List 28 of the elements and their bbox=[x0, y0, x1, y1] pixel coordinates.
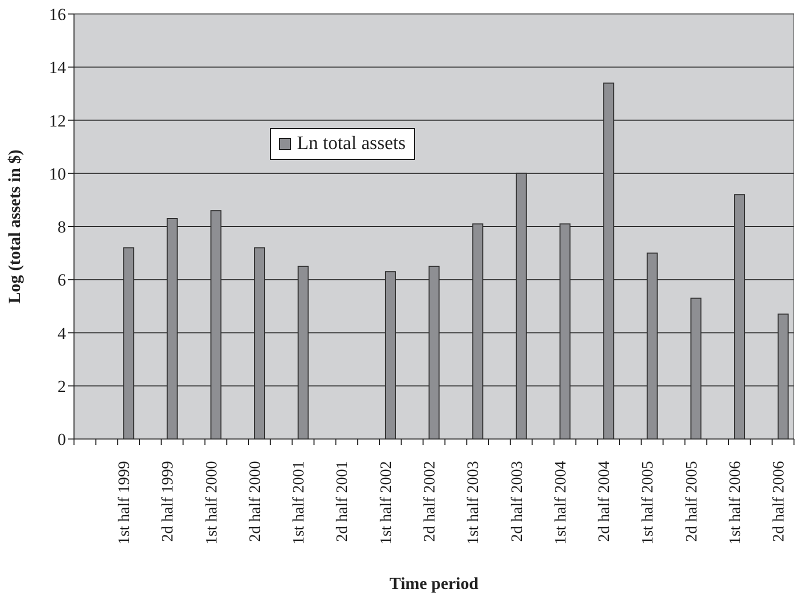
y-tick-label: 10 bbox=[49, 164, 66, 184]
x-tick-label: 1st half 2005 bbox=[640, 461, 657, 545]
y-tick-label: 8 bbox=[58, 218, 66, 237]
x-tick-label: 2d half 2000 bbox=[246, 461, 264, 542]
x-tick-label: 2d half 2002 bbox=[422, 461, 438, 542]
y-axis-title: Log (total assets in $) bbox=[5, 150, 24, 304]
x-tick-label: 2d half 2004 bbox=[596, 461, 614, 542]
x-tick-label: 1st half 2006 bbox=[726, 461, 744, 545]
y-tick-label: 14 bbox=[49, 58, 66, 78]
x-tick-label: 2d half 1999 bbox=[160, 461, 177, 542]
x-tick-label: 1st half 2002 bbox=[378, 461, 395, 545]
x-tick-label: 2d half 2006 bbox=[770, 461, 788, 542]
x-tick-label: 2d half 2003 bbox=[508, 461, 526, 542]
x-tick-label: 1st half 2000 bbox=[203, 461, 220, 545]
y-tick-label: 2 bbox=[58, 376, 66, 396]
y-tick-label: 0 bbox=[58, 430, 66, 450]
y-tick-label: 16 bbox=[49, 5, 66, 24]
x-tick-label: 1st half 2001 bbox=[290, 461, 308, 545]
legend-label: Ln total assets bbox=[297, 133, 406, 155]
x-tick-label: 2d half 2005 bbox=[683, 461, 700, 542]
x-tick-label: 1st half 2003 bbox=[465, 461, 482, 545]
x-axis-title: Time period bbox=[390, 574, 480, 593]
y-tick-label: 6 bbox=[58, 270, 66, 290]
x-tick-label: 2d half 2001 bbox=[334, 461, 352, 542]
y-tick-label: 4 bbox=[58, 324, 66, 343]
x-tick-label: 1st half 2004 bbox=[552, 461, 570, 545]
y-tick-label: 12 bbox=[49, 111, 66, 130]
x-tick-label: 1st half 1999 bbox=[116, 461, 134, 545]
